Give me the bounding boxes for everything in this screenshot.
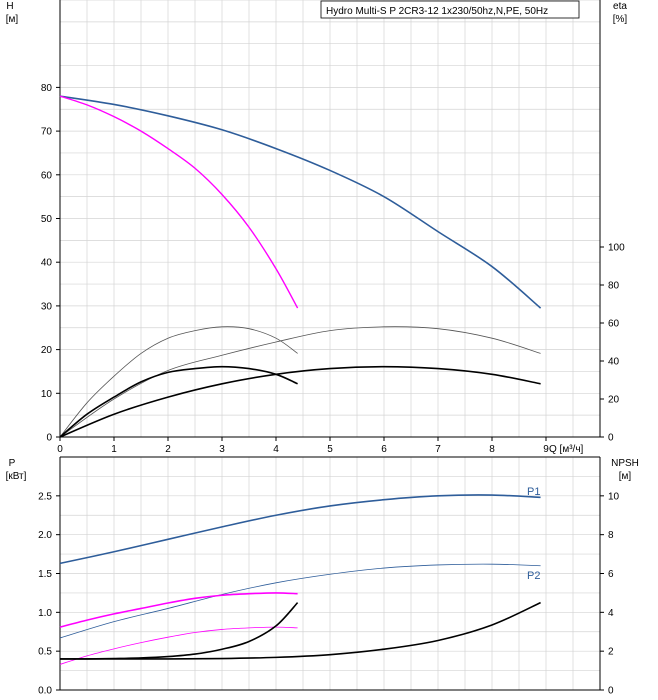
- power-tick-label: 1.0: [38, 608, 52, 619]
- y-tick-label: 50: [41, 214, 53, 225]
- chart-legend: Hydro Multi-S P 2CR3-12 1x230/50hz,N,PE,…: [320, 0, 580, 19]
- npsh-tick-label: 8: [608, 530, 614, 541]
- x-tick-label: 1: [111, 444, 117, 455]
- npsh-tick-label: 10: [608, 491, 620, 502]
- x-tick-label: 9: [543, 444, 549, 455]
- x-tick-label: 8: [489, 444, 495, 455]
- x-tick-label: 5: [327, 444, 333, 455]
- power-axis-unit: [кВт]: [6, 471, 27, 482]
- lower-chart: 0.0 0.5 1.0 1.5 2.0 2.5 0 2 4 6 8 10: [38, 456, 620, 697]
- curve-eta-single-wide-: [59, 326, 298, 438]
- head-axis-label: H: [6, 1, 13, 12]
- curve-p2: [59, 563, 541, 639]
- curve-eta-pair-wide-: [59, 326, 541, 438]
- curve-npsh-single: [59, 602, 299, 660]
- eta-axis-unit: [%]: [613, 14, 628, 25]
- eta-tick-label: 20: [608, 395, 620, 406]
- y-tick-label: 0: [46, 433, 52, 444]
- y-tick-label: 80: [41, 83, 53, 94]
- x-tick-label: 4: [273, 444, 279, 455]
- x-axis-label: Q [м³/ч]: [549, 444, 584, 455]
- power-tick-label: 1.5: [38, 569, 52, 580]
- chart-title: Hydro Multi-S P 2CR3-12 1x230/50hz,N,PE,…: [326, 6, 548, 17]
- eta-tick-label: 40: [608, 357, 620, 368]
- y-tick-label: 60: [41, 170, 53, 181]
- x-tick-label: 7: [435, 444, 441, 455]
- curve-h-pump-single-: [59, 95, 299, 309]
- power-tick-label: 2.0: [38, 530, 52, 541]
- npsh-tick-label: 6: [608, 569, 614, 580]
- curve-eta-single-system-: [59, 365, 298, 438]
- power-axis-label: P: [9, 458, 16, 469]
- y-tick-label: 10: [41, 389, 53, 400]
- x-tick-label: 3: [219, 444, 225, 455]
- p2-curve-label: P2: [527, 570, 540, 582]
- power-tick-label: 0.5: [38, 647, 52, 658]
- y-tick-label: 30: [41, 301, 53, 312]
- eta-axis-label: eta: [613, 1, 627, 12]
- curve-p1-single: [59, 592, 298, 628]
- curve-npsh-pair: [59, 601, 541, 660]
- power-tick-label: 2.5: [38, 491, 52, 502]
- eta-tick-label: 60: [608, 319, 620, 330]
- eta-tick-label: 0: [608, 433, 614, 444]
- y-tick-label: 20: [41, 345, 53, 356]
- curve-h-pump-pair-: [59, 95, 542, 309]
- x-tick-label: 2: [165, 444, 171, 455]
- npsh-tick-label: 2: [608, 647, 614, 658]
- curve-p2-single: [59, 626, 298, 665]
- npsh-tick-label: 4: [608, 608, 614, 619]
- x-tick-label: 0: [57, 444, 63, 455]
- curve-p1: [59, 494, 541, 565]
- upper-chart: 0 10 20 30 40 50 60 70 80 0 20 40 60 80 100 0 1 2 3 4 5 6 7 8 9: [41, 0, 625, 455]
- power-tick-label: 0.0: [38, 686, 52, 697]
- x-tick-label: 6: [381, 444, 387, 455]
- y-tick-label: 40: [41, 258, 53, 269]
- eta-tick-label: 80: [608, 281, 620, 292]
- curve-eta-pair-system-: [59, 365, 541, 438]
- legend-box: [320, 0, 580, 19]
- head-axis-unit: [м]: [6, 14, 19, 25]
- npsh-tick-label: 0: [608, 686, 614, 697]
- npsh-axis-label: NPSH: [611, 458, 639, 469]
- p1-curve-label: P1: [527, 486, 540, 498]
- eta-tick-label: 100: [608, 243, 625, 254]
- y-tick-label: 70: [41, 127, 53, 138]
- npsh-axis-unit: [м]: [619, 471, 632, 482]
